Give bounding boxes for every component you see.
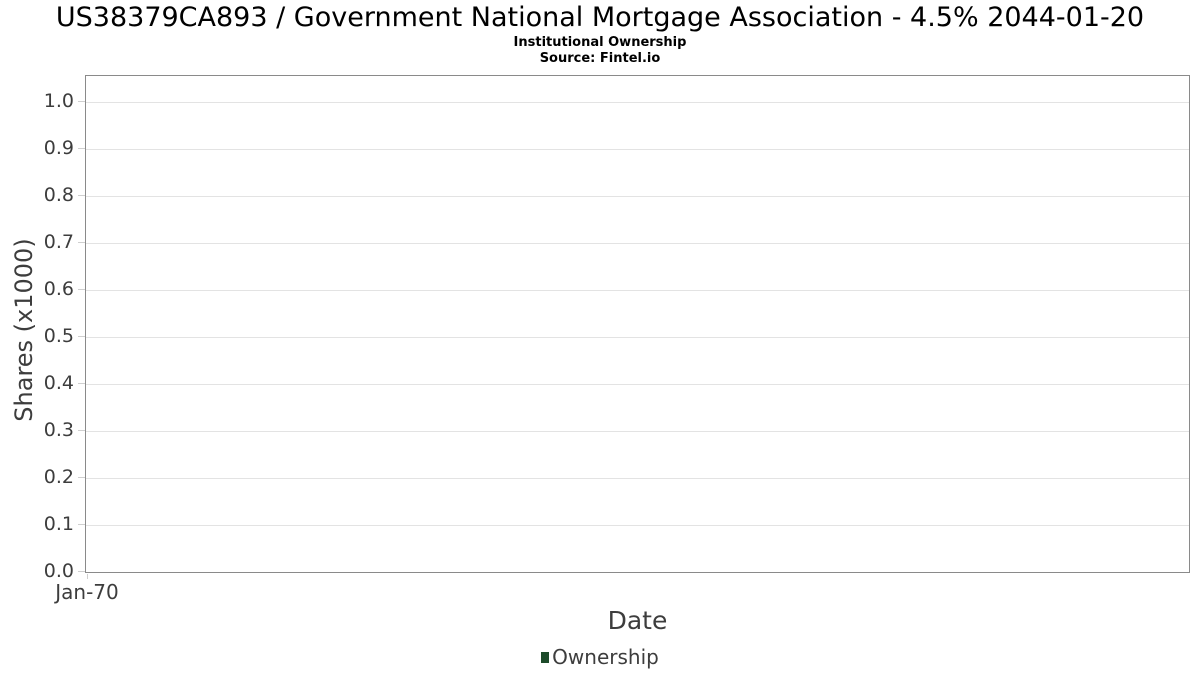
y-tick-label: 0.2 — [43, 466, 74, 488]
y-tick-label: 0.8 — [43, 184, 74, 206]
y-tick-mark — [78, 242, 85, 243]
gridline — [86, 243, 1189, 244]
legend-marker-icon — [541, 651, 550, 663]
y-tick-label: 0.4 — [43, 372, 74, 394]
y-tick-mark — [78, 571, 85, 572]
y-tick-label: 0.7 — [43, 231, 74, 253]
y-tick-mark — [78, 430, 85, 431]
legend-label: Ownership — [552, 645, 659, 669]
gridline — [86, 525, 1189, 526]
y-tick-label: 0.6 — [43, 278, 74, 300]
gridline — [86, 337, 1189, 338]
y-tick-label: 0.0 — [43, 560, 74, 582]
y-tick-mark — [78, 289, 85, 290]
x-axis-label: Date — [607, 606, 668, 635]
y-tick-mark — [78, 148, 85, 149]
gridline — [86, 431, 1189, 432]
y-tick-mark — [78, 524, 85, 525]
y-tick-label: 0.5 — [43, 325, 74, 347]
y-tick-mark — [78, 477, 85, 478]
gridline — [86, 384, 1189, 385]
gridline — [86, 290, 1189, 291]
y-tick-mark — [78, 101, 85, 102]
y-tick-mark — [78, 336, 85, 337]
chart-subtitle: Institutional Ownership — [513, 35, 687, 50]
gridline — [86, 102, 1189, 103]
legend-item[interactable]: Ownership — [541, 646, 659, 668]
legend: Ownership — [0, 646, 1200, 668]
x-tick-label: Jan-70 — [55, 580, 119, 604]
gridline — [86, 196, 1189, 197]
y-tick-label: 1.0 — [43, 90, 74, 112]
x-tick-mark — [87, 574, 88, 579]
y-tick-label: 0.3 — [43, 419, 74, 441]
chart-source-label: Source: Fintel.io — [539, 51, 661, 66]
y-tick-label: 0.1 — [43, 513, 74, 535]
y-tick-mark — [78, 383, 85, 384]
gridline — [86, 478, 1189, 479]
chart-title: US38379CA893 / Government National Mortg… — [55, 2, 1145, 33]
y-tick-label: 0.9 — [43, 137, 74, 159]
gridline — [86, 149, 1189, 150]
y-tick-mark — [78, 195, 85, 196]
plot-area — [85, 75, 1190, 573]
